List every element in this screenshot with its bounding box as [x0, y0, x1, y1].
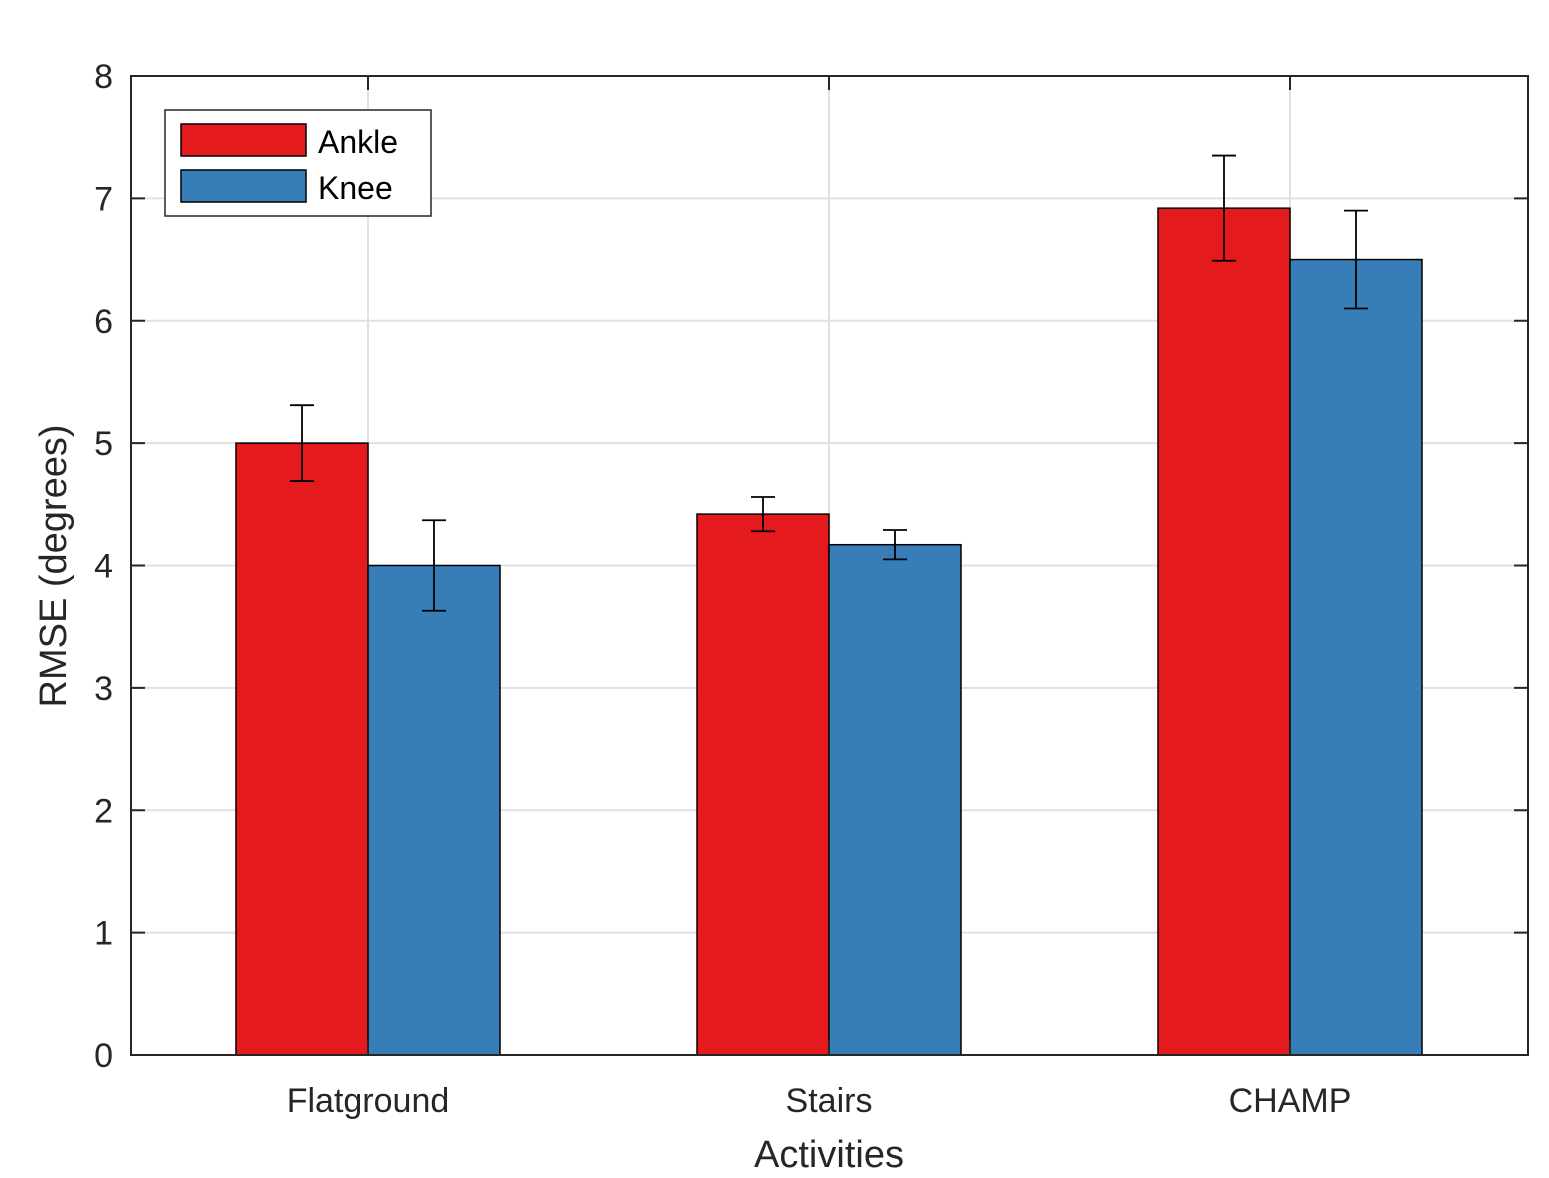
- x-tick-label: CHAMP: [1229, 1082, 1352, 1120]
- y-axis-label: RMSE (degrees): [33, 425, 75, 708]
- y-tick-label: 3: [94, 670, 113, 708]
- x-axis-label: Activities: [754, 1134, 904, 1176]
- bar-ankle-stairs: [696, 513, 830, 1056]
- y-tick-label: 1: [94, 915, 113, 953]
- legend-swatch-knee: [180, 169, 307, 203]
- y-tick-label: 4: [94, 548, 113, 586]
- legend-label-knee: Knee: [318, 170, 393, 206]
- bar-knee-stairs: [828, 543, 962, 1056]
- bar-ankle-flatground: [235, 442, 369, 1056]
- error-bar-knee-stairs: [883, 529, 907, 561]
- error-bars-group: [290, 154, 1368, 612]
- y-tick-label: 6: [94, 303, 113, 341]
- legend-label-ankle: Ankle: [318, 124, 398, 160]
- bar-ankle-champ: [1157, 207, 1291, 1056]
- error-bar-ankle-stairs: [751, 496, 775, 533]
- error-bar-ankle-champ: [1212, 154, 1236, 262]
- x-tick-labels: Flatground Stairs CHAMP: [287, 1082, 1352, 1120]
- bars-group: [235, 207, 1423, 1056]
- error-bar-knee-champ: [1344, 209, 1368, 310]
- y-tick-labels: 0 1 2 3 4 5 6 7 8: [94, 58, 113, 1075]
- error-bar-ankle-flatground: [290, 404, 314, 482]
- x-tick-label: Stairs: [786, 1082, 873, 1120]
- y-tick-label: 8: [94, 58, 113, 96]
- x-tick-label: Flatground: [287, 1082, 450, 1120]
- axis-ticks: [131, 75, 1528, 1056]
- y-tick-label: 2: [94, 792, 113, 830]
- legend-swatch-ankle: [180, 123, 307, 157]
- legend: Ankle Knee: [164, 109, 432, 217]
- y-tick-label: 7: [94, 180, 113, 218]
- y-tick-label: 5: [94, 425, 113, 463]
- y-tick-label: 0: [94, 1037, 113, 1075]
- error-bar-knee-flatground: [422, 519, 446, 612]
- bar-knee-champ: [1289, 258, 1423, 1056]
- bar-knee-flatground: [367, 564, 501, 1056]
